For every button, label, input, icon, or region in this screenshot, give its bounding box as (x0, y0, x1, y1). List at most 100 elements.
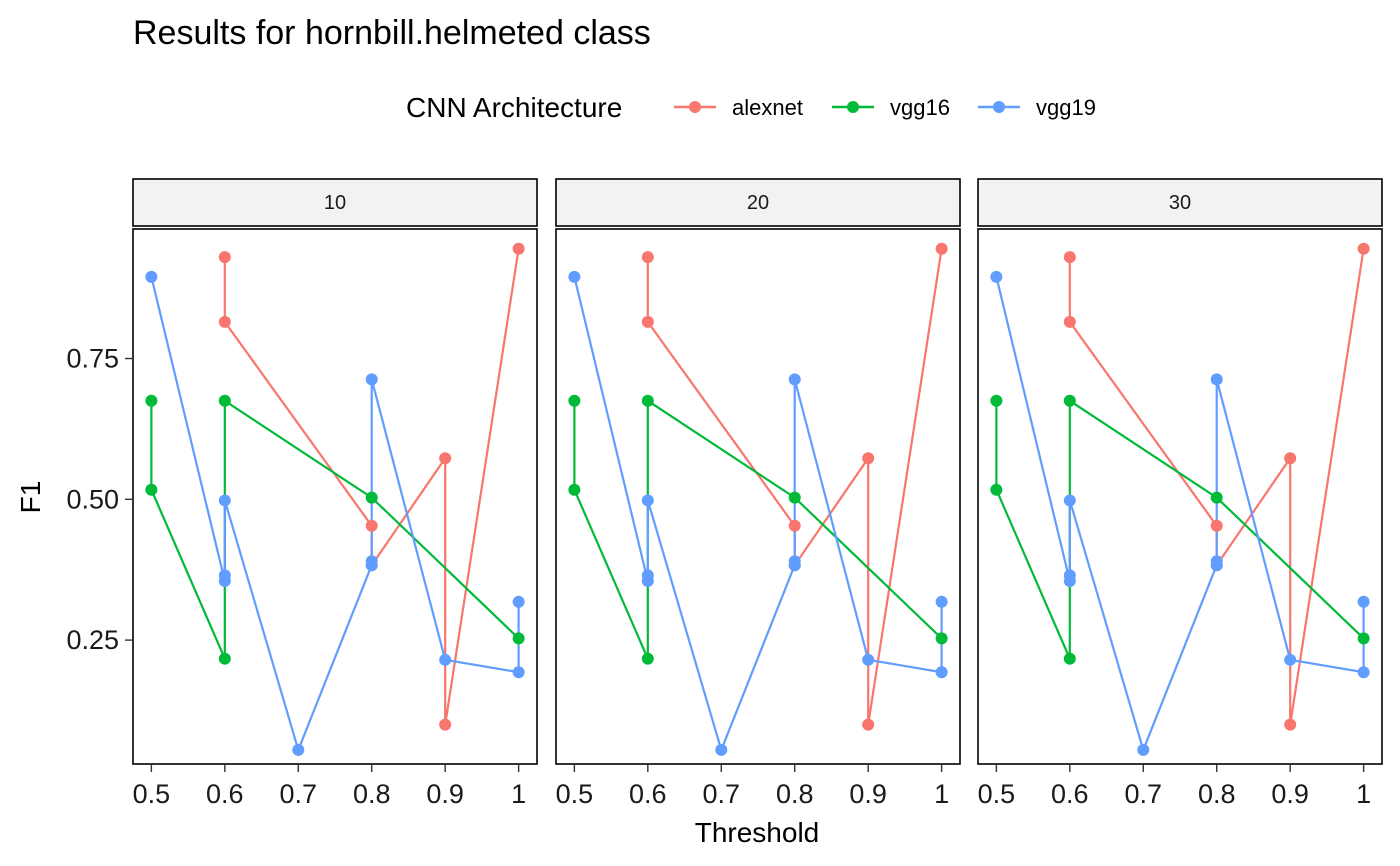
data-point-vgg19 (218, 494, 231, 507)
data-point-vgg19 (1210, 555, 1223, 568)
facet-strip-label: 10 (324, 192, 346, 214)
data-point-alexnet (862, 452, 875, 465)
facet-strip (977, 178, 1383, 227)
x-tick-label: 1 (511, 779, 526, 809)
y-tick-label: 0.75 (66, 344, 119, 374)
x-tick-label: 0.9 (426, 779, 464, 809)
panel-border (132, 228, 538, 765)
data-point-vgg19 (512, 595, 525, 608)
data-point-vgg16 (145, 394, 158, 407)
y-tick-label: 0.25 (66, 625, 119, 655)
data-point-vgg19 (1137, 743, 1150, 756)
data-point-vgg16 (935, 632, 948, 645)
data-point-vgg16 (641, 394, 654, 407)
legend-point-vgg16 (847, 101, 859, 113)
data-point-vgg19 (512, 666, 525, 679)
facet-panel-10: 10 0.5 0.6 0.7 0.8 0.9 1 0.25 0.50 0.75 (66, 178, 538, 809)
data-point-vgg19 (788, 373, 801, 386)
data-point-vgg19 (292, 743, 305, 756)
series-line-vgg16 (573, 398, 943, 660)
x-tick-label: 0.6 (629, 779, 667, 809)
facet-strip-label: 30 (1169, 192, 1191, 214)
data-point-vgg16 (788, 491, 801, 504)
data-point-vgg16 (641, 652, 654, 665)
data-point-vgg16 (568, 394, 581, 407)
data-point-vgg16 (1210, 491, 1223, 504)
data-point-alexnet (862, 718, 875, 731)
facet-panel-20: 20 0.5 0.6 0.7 0.8 0.9 1 (555, 178, 961, 809)
data-point-alexnet (218, 315, 231, 328)
x-tick-label: 0.8 (776, 779, 814, 809)
x-tick-label: 0.5 (978, 779, 1016, 809)
data-point-alexnet (439, 452, 452, 465)
data-point-alexnet (1284, 452, 1297, 465)
data-point-vgg16 (218, 394, 231, 407)
panel-border (977, 228, 1383, 765)
legend-label-vgg16: vgg16 (890, 95, 950, 120)
data-point-vgg19 (1357, 595, 1370, 608)
data-point-vgg16 (365, 491, 378, 504)
data-point-vgg19 (641, 569, 654, 582)
data-point-vgg16 (1063, 652, 1076, 665)
data-point-alexnet (1063, 251, 1076, 264)
data-point-vgg19 (365, 555, 378, 568)
x-tick-label: 0.8 (353, 779, 391, 809)
facet-strip-label: 20 (747, 192, 769, 214)
data-point-vgg19 (365, 373, 378, 386)
y-axis-title: F1 (15, 481, 46, 514)
x-tick-label: 0.9 (1271, 779, 1309, 809)
data-point-vgg19 (990, 270, 1003, 283)
x-axis-title: Threshold (695, 817, 820, 848)
data-point-vgg16 (1063, 394, 1076, 407)
data-point-vgg19 (1063, 569, 1076, 582)
series-line-vgg19 (995, 276, 1365, 754)
series-line-vgg19 (573, 276, 943, 754)
data-point-vgg19 (568, 270, 581, 283)
x-tick-label: 0.5 (556, 779, 594, 809)
data-point-vgg19 (641, 494, 654, 507)
data-point-vgg16 (568, 483, 581, 496)
data-point-vgg19 (935, 595, 948, 608)
x-tick-label: 0.7 (1124, 779, 1162, 809)
x-tick-label: 0.5 (133, 779, 171, 809)
legend-point-vgg19 (993, 101, 1005, 113)
data-point-vgg16 (990, 483, 1003, 496)
facet-strip (555, 178, 961, 227)
legend-title: CNN Architecture (406, 92, 622, 123)
x-tick-label: 0.7 (702, 779, 740, 809)
data-point-vgg19 (862, 653, 875, 666)
x-tick-label: 0.7 (279, 779, 317, 809)
data-point-vgg19 (1284, 653, 1297, 666)
series-line-vgg19 (150, 276, 520, 754)
data-point-alexnet (1210, 519, 1223, 532)
data-point-alexnet (788, 519, 801, 532)
data-point-alexnet (512, 242, 525, 255)
data-point-alexnet (641, 315, 654, 328)
data-point-vgg16 (512, 632, 525, 645)
data-point-alexnet (365, 519, 378, 532)
data-point-vgg19 (935, 666, 948, 679)
data-point-vgg19 (788, 555, 801, 568)
data-point-vgg16 (1357, 632, 1370, 645)
series-line-vgg16 (995, 398, 1365, 660)
x-tick-label: 0.8 (1198, 779, 1236, 809)
legend: CNN Architecture alexnet vgg16 vgg19 (406, 92, 1096, 123)
data-point-alexnet (439, 718, 452, 731)
y-tick-label: 0.50 (66, 484, 119, 514)
data-point-vgg19 (439, 653, 452, 666)
data-point-alexnet (1357, 242, 1370, 255)
data-point-vgg16 (218, 652, 231, 665)
data-point-alexnet (1284, 718, 1297, 731)
data-point-vgg19 (145, 270, 158, 283)
facet-strip (132, 178, 538, 227)
legend-label-alexnet: alexnet (732, 95, 803, 120)
data-point-alexnet (641, 251, 654, 264)
data-point-vgg19 (218, 569, 231, 582)
facet-panels: 10 0.5 0.6 0.7 0.8 0.9 1 0.25 0.50 0.75 20 0.5 0.6 0.… (66, 178, 1383, 809)
data-point-vgg19 (715, 743, 728, 756)
data-point-vgg19 (1357, 666, 1370, 679)
data-point-vgg16 (990, 394, 1003, 407)
x-tick-label: 1 (1356, 779, 1371, 809)
